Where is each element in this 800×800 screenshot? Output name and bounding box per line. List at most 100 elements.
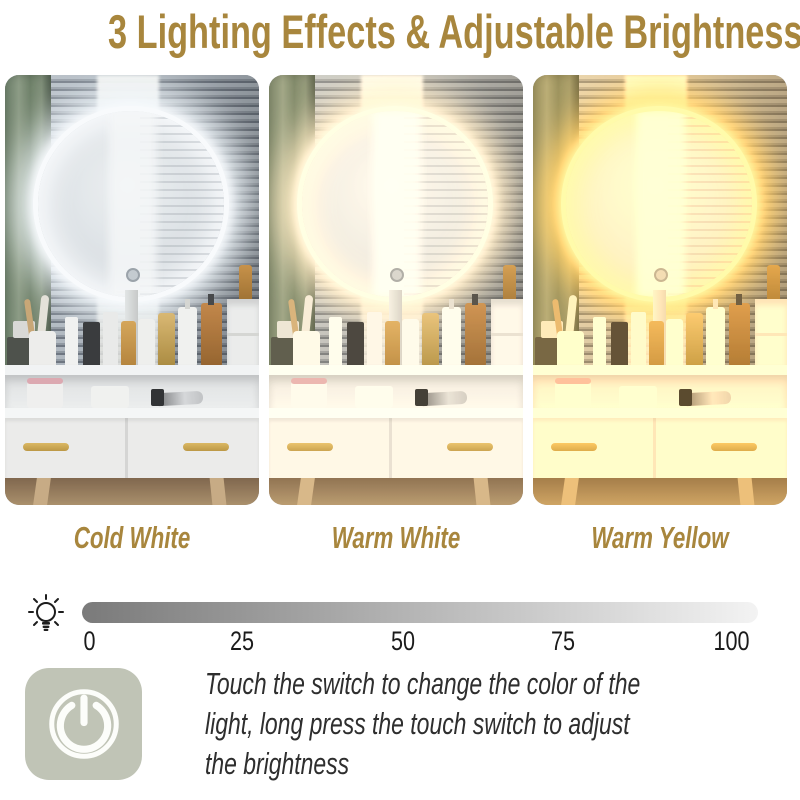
white-box: [103, 312, 118, 367]
vanity-drawers: [5, 418, 259, 478]
round-led-mirror: [38, 111, 224, 297]
vanity-shelf: [533, 365, 787, 375]
amber-pump-bottle: [201, 303, 222, 367]
black-bottle: [83, 322, 100, 367]
pump-nozzle: [713, 299, 718, 309]
side-cabinet: [227, 299, 259, 377]
tube-cap: [679, 389, 692, 406]
white-bottle: [138, 319, 155, 367]
pump-nozzle: [208, 294, 214, 305]
white-tube: [593, 317, 606, 367]
white-jar: [355, 386, 393, 408]
cream-jar-lid: [555, 378, 591, 384]
amber-bottle: [649, 321, 664, 367]
vanity-mirror-photo: [533, 75, 787, 505]
amber-bottle-small: [239, 265, 252, 299]
side-cabinet-shelf: [491, 333, 523, 336]
brush-cup: [29, 331, 56, 367]
touch-switch-button: [25, 668, 142, 780]
slider-tick: 100: [713, 626, 750, 656]
instruction-text: Touch the switch to change the color of …: [205, 664, 795, 784]
drawer-divider: [389, 418, 392, 478]
white-box: [631, 312, 646, 367]
side-cabinet-shelf: [755, 333, 787, 336]
brush-cup: [293, 331, 320, 367]
amber-pump-bottle: [465, 303, 486, 367]
amber-pump-bottle: [729, 303, 750, 367]
white-bottle: [666, 319, 683, 367]
gold-drawer-handle: [287, 443, 333, 451]
vanity-drawers: [269, 418, 523, 478]
gold-canister: [686, 313, 703, 367]
lighting-comparison-row: [5, 75, 795, 505]
mode-labels-row: Cold White Warm White Warm Yellow: [5, 520, 795, 556]
mirror-touch-sensor: [654, 268, 668, 282]
white-tube: [329, 317, 342, 367]
black-bottle: [611, 322, 628, 367]
side-cabinet-shelf: [227, 333, 259, 336]
vanity-tabletop: [5, 408, 259, 418]
vanity-shelf: [269, 365, 523, 375]
mode-label: Warm White: [331, 520, 461, 555]
mirror-touch-sensor: [126, 268, 140, 282]
mirror-touch-sensor: [390, 268, 404, 282]
gold-drawer-handle: [23, 443, 69, 451]
wooden-leg: [473, 478, 491, 505]
slider-tick: 25: [230, 626, 255, 656]
brightness-scale: 0 25 50 75 100: [82, 626, 754, 657]
white-box: [367, 312, 382, 367]
brightness-gradient-bar: [82, 602, 758, 623]
cream-jar-lid: [27, 378, 63, 384]
white-pump-bottle: [706, 307, 725, 367]
slider-tick: 50: [390, 626, 415, 656]
gold-drawer-handle: [711, 443, 757, 451]
white-jar: [619, 386, 657, 408]
brush-cup: [557, 331, 584, 367]
white-bottle: [402, 319, 419, 367]
vanity-shelf: [5, 365, 259, 375]
cream-jar: [291, 382, 327, 408]
vanity-drawers: [533, 418, 787, 478]
power-switch-icon: [48, 689, 119, 759]
vanity-mirror-photo: [269, 75, 523, 505]
gold-canister: [422, 313, 439, 367]
vanity-tabletop: [269, 408, 523, 418]
slider-tick: 75: [551, 626, 576, 656]
vanity-mirror-photo: [5, 75, 259, 505]
page-title: 3 Lighting Effects & Adjustable Brightne…: [108, 5, 800, 58]
cream-jar-lid: [291, 378, 327, 384]
white-pump-bottle: [178, 307, 197, 367]
white-tube: [65, 317, 78, 367]
gold-drawer-handle: [447, 443, 493, 451]
mode-label: Cold White: [73, 520, 191, 555]
white-pump-bottle: [442, 307, 461, 367]
instruction-line: Touch the switch to change the color of …: [205, 666, 641, 701]
gold-canister: [158, 313, 175, 367]
vanity-tabletop: [533, 408, 787, 418]
amber-bottle: [121, 321, 136, 367]
slider-tick: 0: [83, 626, 96, 656]
pump-nozzle: [185, 299, 190, 309]
mode-label: Warm Yellow: [591, 520, 729, 555]
tube-cap: [415, 389, 428, 406]
drawer-divider: [125, 418, 128, 478]
white-jar: [91, 386, 129, 408]
tube-cap: [151, 389, 164, 406]
cream-jar: [555, 382, 591, 408]
amber-bottle: [385, 321, 400, 367]
pump-nozzle: [472, 294, 478, 305]
light-bulb-icon: [26, 594, 66, 638]
instruction-line: light, long press the touch switch to ad…: [205, 706, 630, 741]
pump-nozzle: [736, 294, 742, 305]
gold-drawer-handle: [551, 443, 597, 451]
instruction-line: the brightness: [205, 746, 350, 781]
amber-bottle-small: [503, 265, 516, 299]
pump-nozzle: [449, 299, 454, 309]
black-bottle: [347, 322, 364, 367]
amber-bottle-small: [767, 265, 780, 299]
drawer-divider: [653, 418, 656, 478]
wooden-leg: [737, 478, 755, 505]
wooden-leg: [209, 478, 227, 505]
cream-jar: [27, 382, 63, 408]
